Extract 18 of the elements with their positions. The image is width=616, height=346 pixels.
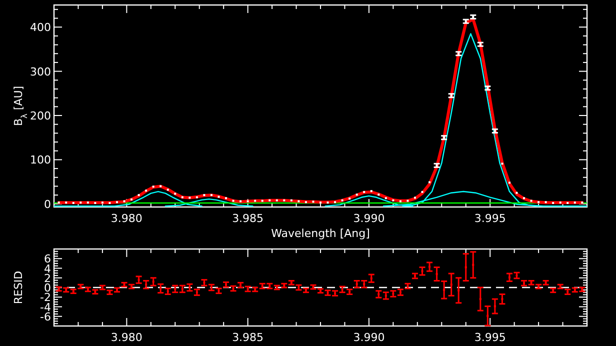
y-tick-label: 200 — [30, 110, 51, 123]
x-tick-label: 3.980 — [110, 212, 142, 225]
x-tick-label: 3.995 — [474, 212, 506, 225]
x-tick-label: 3.990 — [353, 212, 385, 225]
y-tick-label: -2 — [40, 291, 51, 304]
y-tick-label: 100 — [30, 154, 51, 167]
y-tick-label: 0 — [44, 198, 51, 211]
y-tick-label: 300 — [30, 65, 51, 78]
x-tick-label: 3.985 — [232, 331, 264, 344]
y-axis-title: RESID — [12, 270, 25, 304]
y-tick-label: 6 — [44, 252, 51, 266]
x-tick-label: 3.985 — [232, 212, 264, 225]
x-axis-title: Wavelength [Ang] — [271, 227, 370, 240]
x-tick-label: 3.995 — [474, 331, 506, 344]
x-tick-label: 3.990 — [353, 331, 385, 344]
y-tick-label: -6 — [40, 310, 51, 324]
y-tick-label: 400 — [30, 21, 51, 34]
x-tick-label: 3.980 — [110, 331, 142, 344]
